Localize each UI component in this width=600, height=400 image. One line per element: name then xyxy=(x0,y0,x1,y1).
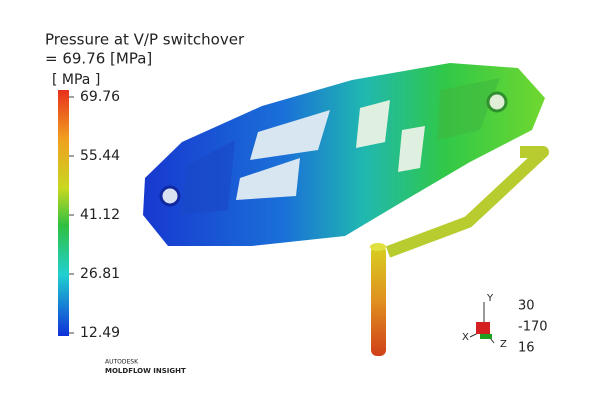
axis-label: Z xyxy=(500,339,507,350)
result-title: Pressure at V/P switchover xyxy=(45,31,245,49)
legend-unit: [ MPa ] xyxy=(52,72,100,88)
scale-tick-label: 55.44 xyxy=(80,148,120,164)
axis-label: Y xyxy=(486,293,494,304)
result-value: = 69.76 [MPa] xyxy=(45,50,152,68)
color-scale xyxy=(58,90,69,336)
scale-tick-label: 69.76 xyxy=(80,89,120,105)
part-model xyxy=(143,63,549,356)
orientation-triad xyxy=(469,302,495,344)
logo-brand: AUTODESK xyxy=(105,359,139,366)
scale-tick-label: 26.81 xyxy=(80,266,120,282)
view-angle: 16 xyxy=(518,341,535,356)
axis-label: X xyxy=(462,332,469,343)
logo-product: MOLDFLOW INSIGHT xyxy=(105,367,186,375)
scale-tick-label: 12.49 xyxy=(80,325,120,341)
scale-tick-label: 41.12 xyxy=(80,207,120,223)
view-angle: 30 xyxy=(518,299,535,314)
view-angle: -170 xyxy=(518,320,548,335)
